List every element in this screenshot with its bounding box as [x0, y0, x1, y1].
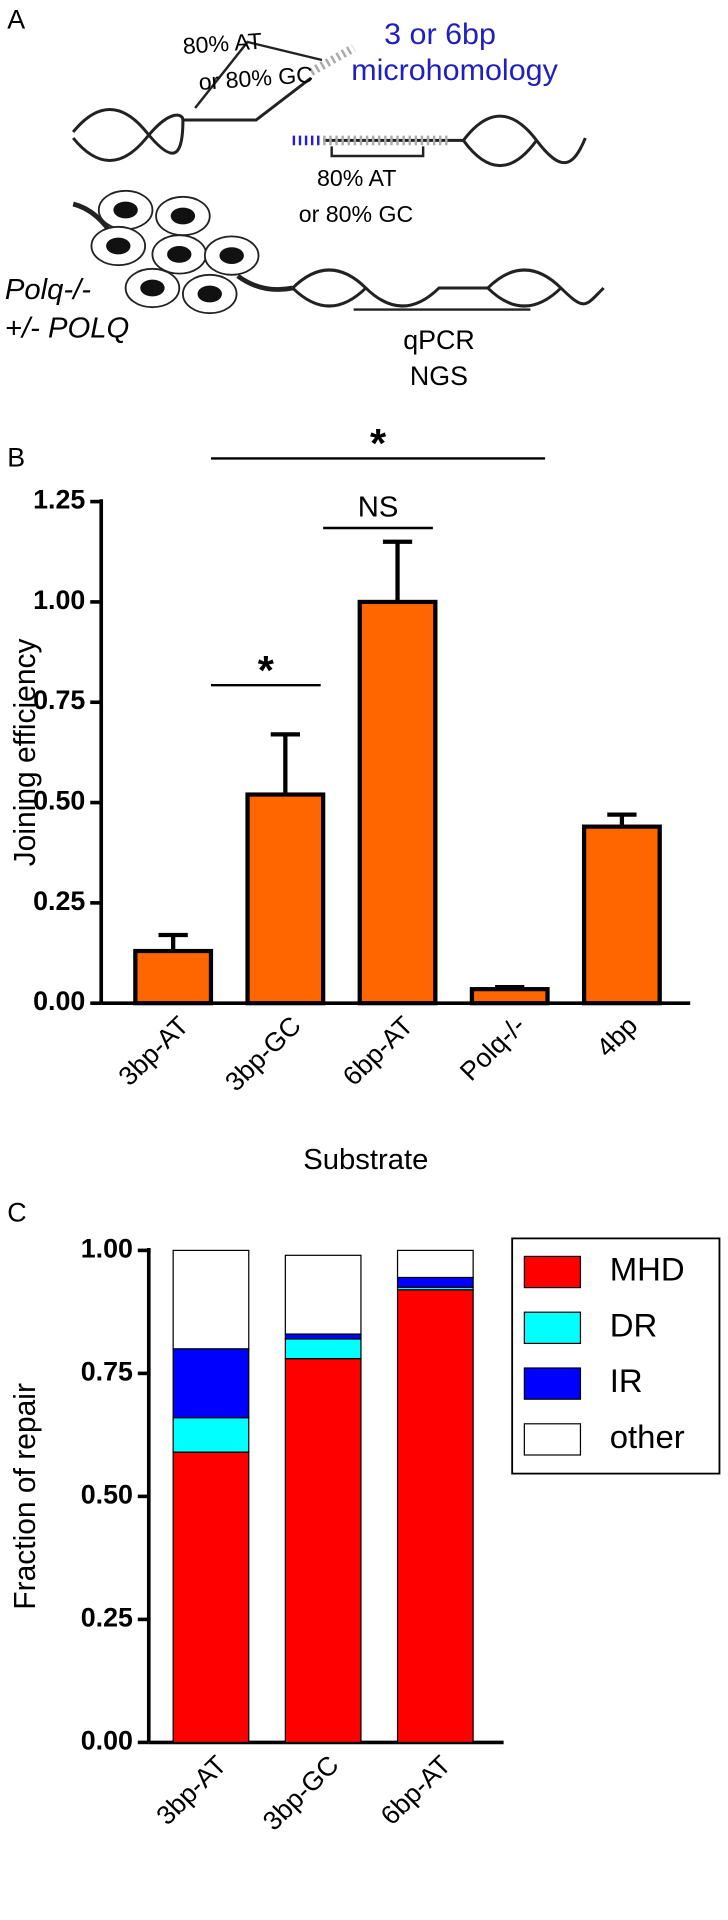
- bar-segment: [284, 1254, 362, 1335]
- annotation: +/- POLQ: [5, 313, 129, 345]
- bar-segment: [172, 1451, 250, 1743]
- annotation: 3 or 6bp: [384, 18, 496, 51]
- bar-segment: [172, 1348, 250, 1419]
- legend-label: IR: [610, 1362, 643, 1399]
- y-tick-label: 0.75: [33, 685, 85, 715]
- dna: [71, 113, 185, 162]
- bar-segment: [172, 1249, 250, 1350]
- x-tick-label: 6bp-AT: [375, 1750, 457, 1831]
- y-tick-label: 1.00: [33, 585, 85, 615]
- dna: [462, 139, 538, 167]
- legend-box: [511, 1237, 721, 1475]
- dna: [71, 76, 312, 155]
- diagram: [71, 40, 605, 315]
- x-tick-label: 3bp-GC: [219, 1010, 307, 1096]
- y-axis-label: Joining efficiency: [9, 638, 42, 867]
- x-tick-label: 6bp-AT: [337, 1010, 419, 1091]
- dna: [291, 286, 563, 308]
- annotation: or 80% GC: [299, 201, 414, 227]
- legend-label: MHD: [610, 1251, 685, 1288]
- legend-swatch: [523, 1367, 582, 1400]
- cells: [90, 189, 260, 315]
- annotation: 80% AT: [317, 165, 396, 191]
- significance-label: *: [258, 647, 274, 693]
- panel-label: C: [7, 1198, 26, 1228]
- x-tick-label: 3bp-AT: [150, 1750, 232, 1831]
- bar: [357, 599, 438, 1006]
- annotation: qPCR: [403, 325, 475, 355]
- x-axis-label: Substrate: [303, 1144, 428, 1176]
- y-axis-label: Fraction of repair: [9, 1383, 42, 1610]
- bar-segment: [284, 1338, 362, 1360]
- y-tick-label: 0.00: [33, 986, 85, 1016]
- strand: [308, 44, 356, 76]
- y-tick-label: 0.00: [81, 1726, 133, 1756]
- y-tick-label: 0.25: [81, 1603, 133, 1633]
- annotation: Polq-/-: [5, 274, 91, 306]
- x-tick-label: 4bp: [590, 1010, 643, 1062]
- bar-segment: [396, 1276, 474, 1288]
- y-tick-label: 1.25: [33, 485, 85, 515]
- dna: [291, 268, 605, 308]
- arrow: [236, 274, 294, 292]
- significance-label: *: [370, 420, 386, 466]
- bar: [469, 987, 550, 1006]
- legend-label: other: [610, 1418, 685, 1455]
- significance-label: NS: [358, 492, 399, 524]
- y-tick-label: 0.50: [81, 1480, 133, 1510]
- legend-swatch: [523, 1423, 582, 1456]
- annotation: 80% AT: [182, 28, 263, 59]
- y-tick-label: 1.00: [81, 1234, 133, 1264]
- x-tick-label: Polq-/-: [454, 1010, 531, 1086]
- nuclei: [106, 201, 244, 303]
- y-tick-label: 0.25: [33, 886, 85, 916]
- y-tick-label: 0.75: [81, 1357, 133, 1387]
- bar: [581, 824, 662, 1006]
- x-tick-label: 3bp-GC: [257, 1750, 345, 1836]
- panel-label: A: [7, 5, 25, 35]
- bracket: [194, 40, 323, 109]
- legend-swatch: [523, 1255, 582, 1289]
- annotation: NGS: [410, 361, 468, 391]
- bar-segment: [396, 1289, 474, 1744]
- bar: [133, 948, 214, 1006]
- bar-segment: [172, 1417, 250, 1453]
- dna: [323, 114, 587, 165]
- y-tick-label: 0.50: [33, 786, 85, 816]
- bar-segment: [284, 1333, 362, 1340]
- bar: [245, 792, 326, 1006]
- bar-segment: [284, 1358, 362, 1743]
- x-tick-label: 3bp-AT: [112, 1010, 194, 1091]
- legend-swatch: [523, 1311, 582, 1344]
- bar-segment: [396, 1249, 474, 1279]
- bracket: [330, 146, 425, 158]
- annotation: microhomology: [351, 54, 559, 87]
- panel-label: B: [7, 443, 25, 473]
- legend-label: DR: [610, 1307, 658, 1344]
